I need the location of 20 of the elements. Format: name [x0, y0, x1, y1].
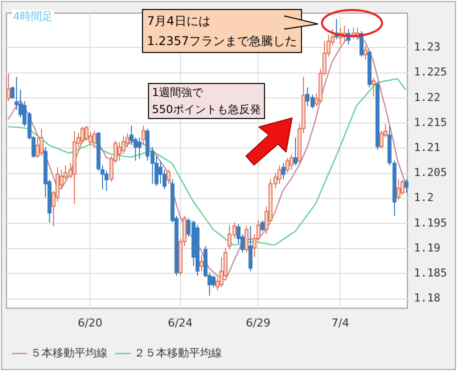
y-tick-label: 1.215: [414, 116, 448, 129]
y-tick-label: 1.225: [414, 66, 448, 79]
legend-label: ２５本移動平均線: [134, 346, 222, 360]
x-tick-label: 7/4: [331, 316, 350, 330]
annotation: 1週間強で 550ポイントも急反発: [148, 83, 265, 119]
y-tick-label: 1.23: [414, 40, 440, 54]
y-tick-label: 1.205: [414, 166, 448, 180]
annotation: 7月4日には 1.2357フランまで急騰した: [142, 9, 302, 53]
y-tick-label: 1.2: [414, 191, 434, 204]
y-tick-label: 1.19: [414, 241, 440, 254]
y-tick-label: 1.185: [414, 266, 448, 280]
x-tick-label: 6/20: [78, 316, 102, 330]
x-tick-label: 6/29: [246, 316, 271, 330]
annotation: 4時間足: [12, 10, 54, 23]
x-tick-label: 6/24: [168, 316, 193, 330]
legend-label: ５本移動平均線: [30, 346, 108, 360]
y-tick-label: 1.22: [414, 90, 440, 104]
y-tick-label: 1.195: [414, 216, 448, 230]
y-tick-label: 1.18: [414, 292, 440, 305]
y-tick-label: 1.21: [414, 141, 440, 154]
